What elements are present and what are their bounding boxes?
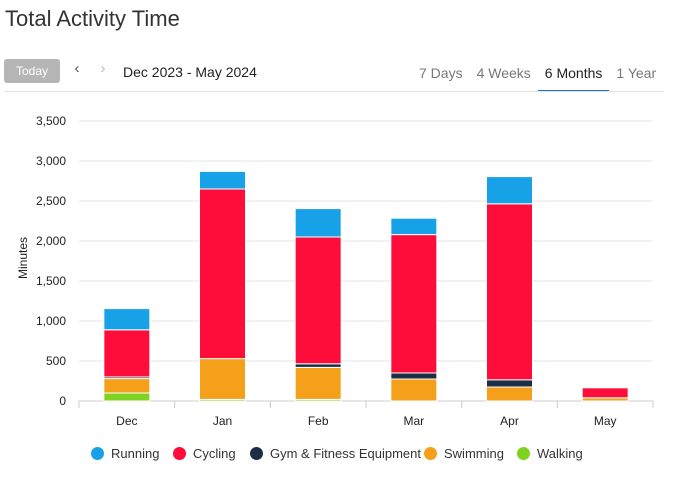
tab-7-days[interactable]: 7 Days bbox=[419, 65, 463, 81]
chart-legend: Running Cycling Gym & Fitness Equipment Swi… bbox=[0, 444, 690, 464]
chevron-right-icon[interactable]: › bbox=[100, 60, 106, 77]
bar-segment bbox=[294, 236, 342, 365]
bar-segment bbox=[199, 358, 246, 400]
toolbar: Today ‹ › Dec 2023 - May 2024 7 Days 4 W… bbox=[0, 56, 690, 92]
bar-segment bbox=[103, 392, 151, 402]
bar-segment bbox=[390, 378, 438, 402]
x-tick-label: Dec bbox=[116, 414, 137, 428]
legend-label: Walking bbox=[537, 445, 583, 461]
tab-6-months[interactable]: 6 Months bbox=[537, 56, 610, 92]
legend-item[interactable]: Running bbox=[91, 444, 159, 462]
bar-segment bbox=[199, 170, 246, 190]
bar-segment bbox=[486, 176, 533, 205]
y-tick-label: 500 bbox=[46, 354, 66, 368]
y-tick-label: 0 bbox=[59, 394, 66, 408]
today-button[interactable]: Today bbox=[4, 59, 60, 83]
x-tick-label: Mar bbox=[403, 414, 424, 428]
y-tick-label: 2,500 bbox=[36, 194, 66, 208]
chevron-left-icon[interactable]: ‹ bbox=[74, 60, 80, 77]
legend-label: Cycling bbox=[193, 445, 236, 461]
legend-swatch bbox=[91, 446, 104, 460]
toolbar-divider bbox=[4, 91, 664, 92]
bar-segment bbox=[390, 217, 438, 236]
y-tick-label: 3,000 bbox=[36, 154, 66, 168]
range-tabs: 7 Days 4 Weeks 6 Months 1 Year bbox=[412, 56, 663, 92]
y-tick-label: 2,000 bbox=[36, 234, 66, 248]
legend-label: Swimming bbox=[444, 445, 504, 461]
legend-swatch bbox=[424, 446, 437, 460]
bar-segment bbox=[199, 188, 246, 360]
tab-4-weeks[interactable]: 4 Weeks bbox=[476, 65, 531, 81]
bar-segment bbox=[103, 308, 151, 331]
legend-label: Gym & Fitness Equipment bbox=[270, 445, 421, 461]
bar-segment bbox=[390, 234, 438, 374]
y-tick-label: 1,000 bbox=[36, 314, 66, 328]
bar-segment bbox=[294, 208, 342, 238]
bar-segment bbox=[486, 386, 533, 402]
legend-item[interactable]: Gym & Fitness Equipment bbox=[250, 444, 421, 462]
legend-item[interactable]: Walking bbox=[517, 444, 583, 462]
y-tick-label: 1,500 bbox=[36, 274, 66, 288]
bar-segment bbox=[486, 379, 533, 388]
legend-item[interactable]: Swimming bbox=[424, 444, 504, 462]
x-tick-label: Apr bbox=[500, 414, 519, 428]
bar-segment bbox=[103, 378, 151, 394]
bar-segment bbox=[486, 203, 533, 381]
legend-swatch bbox=[517, 446, 530, 460]
bar-segment bbox=[390, 372, 438, 380]
y-axis-label: Minutes bbox=[16, 237, 30, 279]
legend-item[interactable]: Cycling bbox=[173, 444, 236, 462]
x-tick-label: May bbox=[594, 414, 617, 428]
activity-chart: Minutes 0 500 1,000 1,500 2,000 2,500 3,000 3,5… bbox=[16, 114, 654, 428]
bar-segment bbox=[294, 363, 342, 368]
bar-segment bbox=[294, 366, 342, 400]
y-tick-label: 3,500 bbox=[36, 114, 66, 128]
date-range-label: Dec 2023 - May 2024 bbox=[123, 64, 257, 80]
tab-1-year[interactable]: 1 Year bbox=[616, 65, 657, 81]
x-tick-label: Feb bbox=[308, 414, 329, 428]
legend-swatch bbox=[250, 446, 263, 460]
x-tick-label: Jan bbox=[213, 414, 232, 428]
legend-swatch bbox=[173, 446, 186, 460]
bar-segment bbox=[103, 329, 151, 378]
bar-segment bbox=[581, 387, 629, 399]
page-title: Total Activity Time bbox=[5, 6, 180, 31]
legend-label: Running bbox=[111, 445, 160, 461]
